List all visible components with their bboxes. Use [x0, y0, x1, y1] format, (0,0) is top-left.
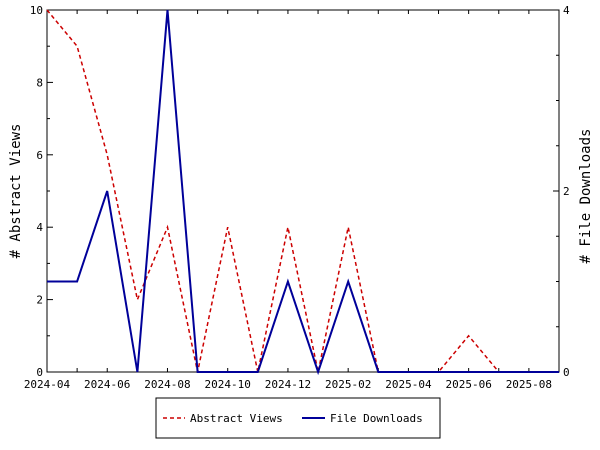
y-left-tick-label: 2	[36, 294, 43, 307]
series-line-file-downloads	[47, 9, 559, 376]
x-tick-label: 2025-08	[506, 378, 552, 391]
y-left-tick-label: 10	[30, 4, 43, 17]
series-layer	[46, 9, 559, 376]
y-left-tick-label: 8	[36, 76, 43, 89]
y-left-tick-label: 0	[36, 366, 43, 379]
series-line-abstract-views	[46, 9, 559, 373]
plot-area	[46, 9, 560, 373]
y-right-tick-label: 0	[563, 366, 570, 379]
y-left-tick-label: 6	[36, 149, 43, 162]
x-tick-label: 2025-06	[445, 378, 491, 391]
y-left-axis-title: # Abstract Views	[8, 124, 24, 259]
x-tick-label: 2024-08	[144, 378, 190, 391]
legend-label-abstract-views: Abstract Views	[190, 412, 283, 425]
x-tick-label: 2024-06	[84, 378, 130, 391]
ticks-layer: 2024-04 2024-06 2024-08 2024-10 2024-12 2025-…	[24, 4, 570, 391]
y-right-tick-label: 4	[563, 4, 570, 17]
x-tick-label: 2024-10	[205, 378, 251, 391]
legend-box	[155, 397, 441, 439]
x-tick-label: 2025-04	[385, 378, 432, 391]
x-tick-label: 2024-12	[265, 378, 311, 391]
y-right-tick-label: 2	[563, 185, 570, 198]
x-tick-label: 2024-04	[24, 378, 71, 391]
x-tick-label: 2025-02	[325, 378, 371, 391]
legend-label-file-downloads: File Downloads	[330, 412, 423, 425]
y-left-tick-label: 4	[36, 221, 43, 234]
y-right-axis-title: # File Downloads	[578, 129, 594, 264]
legend: Abstract Views File Downloads	[155, 397, 441, 439]
